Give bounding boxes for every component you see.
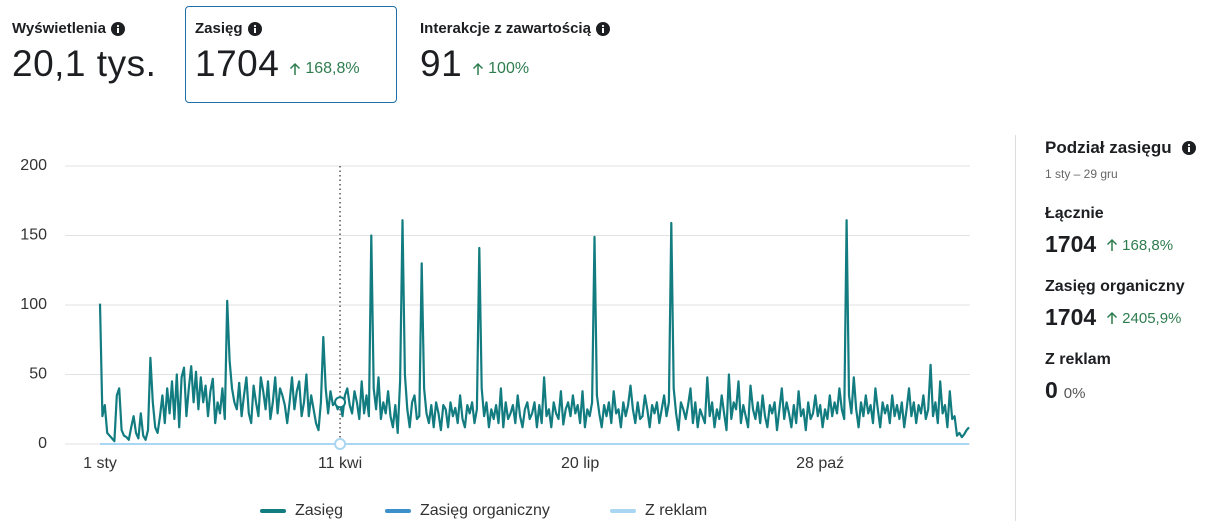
breakdown-title: Podział zasięgu <box>1045 138 1230 158</box>
legend-label: Zasięg organiczny <box>420 502 550 519</box>
item-label: Łącznie <box>1045 205 1104 222</box>
metric-label: Wyświetlenia <box>12 20 156 37</box>
y-tick-label: 50 <box>29 366 47 383</box>
divider <box>1015 135 1016 521</box>
hover-point <box>334 438 347 450</box>
metric-change: 100% <box>488 60 530 77</box>
info-icon[interactable] <box>1182 141 1196 155</box>
y-tick-label: 0 <box>38 435 47 452</box>
metric[interactable]: Interakcje z zawartością 91 100% <box>420 20 610 85</box>
y-tick-label: 100 <box>20 296 47 313</box>
item-label: Zasięg organiczny <box>1045 278 1185 295</box>
breakdown: Podział zasięgu 1 sty – 29 gru Łącznie 1… <box>1045 138 1230 404</box>
item-label: Z reklam <box>1045 351 1111 368</box>
legend-label: Zasięg <box>295 502 343 519</box>
text: Zasięg <box>195 20 243 37</box>
metric-change: 168,8% <box>305 60 360 77</box>
y-tick-label: 200 <box>20 157 47 174</box>
chart: 0 50 100 150 200 1 sty 11 kwi 20 lip 28 paź Zasię… <box>20 157 970 519</box>
item-change: 0% <box>1063 385 1086 402</box>
metric[interactable]: Wyświetlenia 20,1 tys. <box>12 20 156 85</box>
breakdown-item: Z reklam 0 0% <box>1045 351 1230 404</box>
metric-selected[interactable]: Zasięg 1704 168,8% <box>185 6 397 103</box>
metric-label: Interakcje z zawartością <box>420 20 610 37</box>
item-value: 0 <box>1045 377 1058 403</box>
breakdown-item: Łącznie 1704 168,8% <box>1045 205 1230 258</box>
date-range: 1 sty – 29 gru <box>1045 167 1118 181</box>
metric-value: 91 <box>420 43 463 84</box>
metric-value: 1704 <box>195 43 280 84</box>
text: Wyświetlenia <box>12 20 106 37</box>
text: Podział zasięgu <box>1045 138 1172 157</box>
metric-value: 20,1 tys. <box>12 43 157 84</box>
item-value: 1704 <box>1045 231 1097 257</box>
text: Interakcje z zawartością <box>420 20 591 37</box>
item-value: 1704 <box>1045 304 1097 330</box>
x-tick-label: 28 paź <box>796 455 844 472</box>
metric-label: Zasięg <box>195 20 396 37</box>
up-arrow <box>1106 311 1118 325</box>
y-tick-label: 150 <box>20 227 47 244</box>
up-arrow <box>1106 238 1118 252</box>
breakdown-item: Zasięg organiczny 1704 2405,9% <box>1045 278 1230 331</box>
hover-point <box>334 396 347 409</box>
item-change: 168,8% <box>1122 236 1174 254</box>
item-change: 2405,9% <box>1122 309 1182 327</box>
x-tick-label: 20 lip <box>561 455 599 472</box>
x-tick-label: 11 kwi <box>318 455 362 472</box>
series-line <box>98 219 970 443</box>
x-tick-label: 1 sty <box>83 455 117 472</box>
legend-label: Z reklam <box>645 502 707 519</box>
